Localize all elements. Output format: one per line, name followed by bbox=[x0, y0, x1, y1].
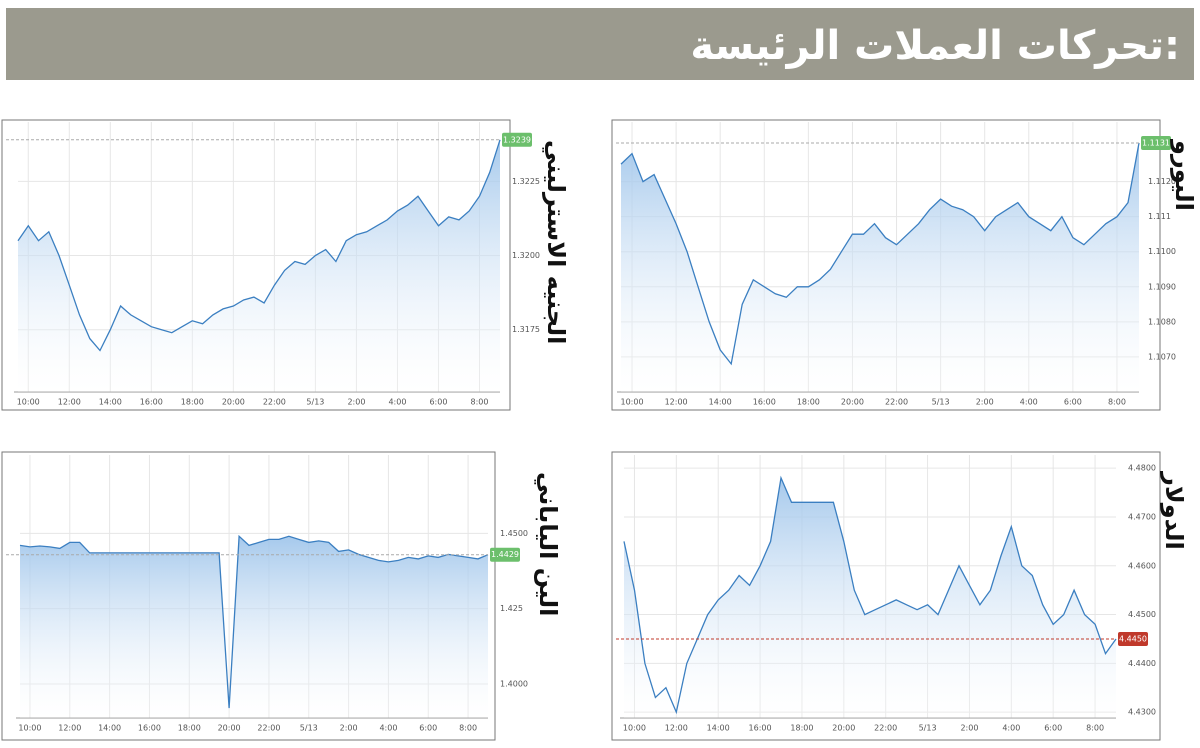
x-tick-label: 22:00 bbox=[874, 724, 897, 733]
current-value-tag bbox=[1141, 136, 1171, 151]
x-tick-label: 12:00 bbox=[58, 398, 81, 407]
line bbox=[620, 142, 1140, 366]
x-tick-label: 8:00 bbox=[459, 724, 477, 733]
header-bar bbox=[6, 8, 1194, 80]
x-tick-label: 5/13 bbox=[306, 398, 324, 407]
x-tick-label: 22:00 bbox=[257, 724, 280, 733]
y-tick-label: 4.4700 bbox=[1128, 512, 1156, 521]
y-tick-label: 1.3175 bbox=[512, 325, 540, 334]
y-tick-label: 1.1070 bbox=[1148, 352, 1176, 361]
y-tick-label: 1.1100 bbox=[1148, 247, 1176, 256]
x-tick-label: 10:00 bbox=[17, 398, 40, 407]
x-tick-label: 22:00 bbox=[263, 398, 286, 407]
x-tick-label: 2:00 bbox=[976, 398, 994, 407]
x-tick-label: 5/13 bbox=[300, 724, 318, 733]
x-tick-label: 16:00 bbox=[749, 724, 772, 733]
line bbox=[623, 475, 1117, 715]
x-tick-label: 5/13 bbox=[932, 398, 950, 407]
x-tick-label: 10:00 bbox=[18, 724, 41, 733]
y-tick-label: 1.3200 bbox=[512, 251, 540, 260]
chart-title: الين الياباني bbox=[534, 472, 562, 616]
area bbox=[20, 536, 488, 718]
y-tick-label: 1.111 bbox=[1148, 212, 1171, 221]
x-tick-label: 18:00 bbox=[181, 398, 204, 407]
area bbox=[18, 139, 500, 392]
x-tick-label: 20:00 bbox=[218, 724, 241, 733]
current-value-label: 1.3239 bbox=[503, 135, 531, 144]
x-tick-label: 16:00 bbox=[140, 398, 163, 407]
y-tick-label: 4.4600 bbox=[1128, 561, 1156, 570]
area bbox=[621, 143, 1139, 392]
x-tick-label: 20:00 bbox=[832, 724, 855, 733]
x-tick-label: 12:00 bbox=[58, 724, 81, 733]
y-tick-label: 4.4500 bbox=[1128, 610, 1156, 619]
x-tick-label: 18:00 bbox=[790, 724, 813, 733]
x-tick-label: 12:00 bbox=[665, 724, 688, 733]
chart-title: اليورو bbox=[1170, 139, 1198, 211]
x-tick-label: 8:00 bbox=[1086, 724, 1104, 733]
current-value-label: 1.4429 bbox=[491, 550, 519, 559]
x-tick-label: 20:00 bbox=[841, 398, 864, 407]
line bbox=[17, 139, 501, 352]
x-tick-label: 20:00 bbox=[222, 398, 245, 407]
x-tick-label: 10:00 bbox=[620, 398, 643, 407]
header-title: تحركات العملات الرئيسة: bbox=[690, 23, 1180, 69]
x-tick-label: 14:00 bbox=[707, 724, 730, 733]
x-tick-label: 8:00 bbox=[471, 398, 489, 407]
line bbox=[19, 534, 489, 709]
x-tick-label: 6:00 bbox=[429, 398, 447, 407]
chart-title: الجنيه الاسترليني bbox=[542, 140, 570, 344]
x-tick-label: 18:00 bbox=[178, 724, 201, 733]
y-tick-label: 4.4400 bbox=[1128, 659, 1156, 668]
chart-title: الدولار bbox=[1160, 471, 1188, 550]
y-tick-label: 1.1090 bbox=[1148, 282, 1176, 291]
y-tick-label: 1.4500 bbox=[500, 529, 528, 538]
y-tick-label: 1.3225 bbox=[512, 177, 540, 186]
x-tick-label: 2:00 bbox=[347, 398, 365, 407]
x-tick-label: 4:00 bbox=[388, 398, 406, 407]
x-tick-label: 2:00 bbox=[340, 724, 358, 733]
x-tick-label: 16:00 bbox=[138, 724, 161, 733]
x-tick-label: 4:00 bbox=[1020, 398, 1038, 407]
x-tick-label: 18:00 bbox=[797, 398, 820, 407]
x-tick-label: 8:00 bbox=[1108, 398, 1126, 407]
x-tick-label: 12:00 bbox=[665, 398, 688, 407]
current-value-label: 4.4450 bbox=[1119, 634, 1147, 643]
current-value-tag bbox=[502, 132, 532, 147]
x-tick-label: 2:00 bbox=[960, 724, 978, 733]
y-tick-label: 1.1120 bbox=[1148, 177, 1176, 186]
y-tick-label: 4.4300 bbox=[1128, 708, 1156, 717]
x-tick-label: 5/13 bbox=[919, 724, 937, 733]
x-tick-label: 6:00 bbox=[1064, 398, 1082, 407]
x-tick-label: 16:00 bbox=[753, 398, 776, 407]
area bbox=[624, 477, 1116, 718]
y-tick-label: 1.425 bbox=[500, 604, 523, 613]
x-tick-label: 22:00 bbox=[885, 398, 908, 407]
x-tick-label: 6:00 bbox=[1044, 724, 1062, 733]
x-tick-label: 14:00 bbox=[709, 398, 732, 407]
current-value-tag bbox=[1118, 631, 1148, 646]
y-tick-label: 4.4800 bbox=[1128, 464, 1156, 473]
x-tick-label: 14:00 bbox=[98, 724, 121, 733]
x-tick-label: 10:00 bbox=[623, 724, 646, 733]
y-tick-label: 1.1080 bbox=[1148, 317, 1176, 326]
x-tick-label: 14:00 bbox=[99, 398, 122, 407]
current-value-tag bbox=[490, 547, 520, 562]
x-tick-label: 4:00 bbox=[379, 724, 397, 733]
y-tick-label: 1.4000 bbox=[500, 679, 528, 688]
x-tick-label: 4:00 bbox=[1002, 724, 1020, 733]
x-tick-label: 6:00 bbox=[419, 724, 437, 733]
current-value-label: 1.1131 bbox=[1142, 139, 1170, 148]
